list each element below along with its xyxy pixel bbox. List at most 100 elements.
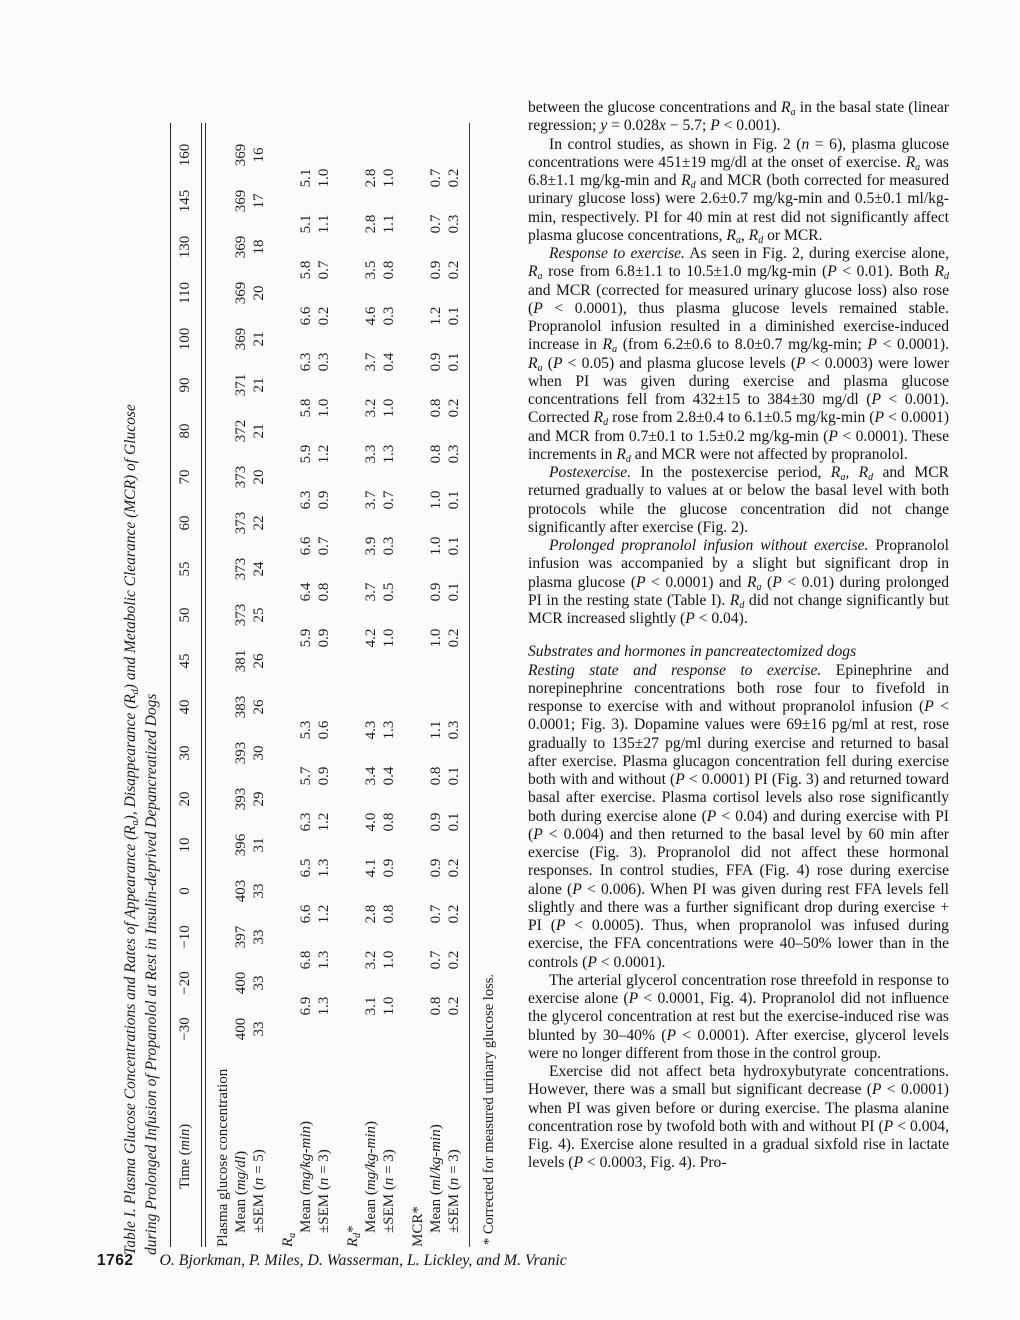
table-cell: 0.2 bbox=[445, 950, 462, 970]
table-cell: 0.8 bbox=[427, 996, 444, 1016]
table-cell: 369 bbox=[232, 281, 249, 305]
table-bottom-rule bbox=[468, 123, 470, 1247]
table-cell: 5.9 bbox=[297, 628, 314, 648]
paragraph: Prolonged propranolol infusion without e… bbox=[528, 537, 950, 627]
table-cell: 396 bbox=[232, 833, 249, 857]
table-cell: 6.6 bbox=[297, 306, 314, 326]
row-label: ±SEM (n = 3) bbox=[445, 1149, 462, 1233]
time-header-cell: 45 bbox=[177, 653, 193, 669]
time-header-cell: −20 bbox=[177, 971, 193, 995]
table-cell: 6.9 bbox=[297, 996, 314, 1016]
table-cell: 1.0 bbox=[380, 996, 397, 1016]
table-cell: 0.8 bbox=[380, 260, 397, 280]
table-cell: 21 bbox=[250, 423, 267, 439]
table-cell: 16 bbox=[250, 147, 267, 163]
table-cell: 0.9 bbox=[427, 582, 444, 602]
table-cell: 0.1 bbox=[445, 352, 462, 372]
table-cell: 0.8 bbox=[427, 398, 444, 418]
time-header-cell: 160 bbox=[177, 143, 193, 167]
time-header-cell: 110 bbox=[177, 282, 193, 304]
table-cell: 0.9 bbox=[427, 812, 444, 832]
paragraph: The arterial glycerol concentration rose… bbox=[528, 971, 950, 1062]
table-cell: 373 bbox=[232, 603, 249, 627]
table-cell: 369 bbox=[232, 143, 249, 167]
paragraph: between the glucose concentrations and R… bbox=[528, 99, 949, 135]
table-cell: 6.4 bbox=[297, 582, 314, 602]
time-header-cell: 50 bbox=[177, 607, 193, 623]
table-cell: 1.2 bbox=[315, 812, 332, 832]
table-cell: 369 bbox=[232, 235, 249, 259]
table-cell: 0.1 bbox=[445, 812, 462, 832]
table-double-rule bbox=[201, 123, 206, 1247]
table-title: Table I. Plasma Glucose Concentrations a… bbox=[120, 107, 162, 1255]
table-cell: 33 bbox=[250, 883, 267, 899]
table-cell bbox=[380, 1029, 398, 1075]
table-cell: 33 bbox=[250, 1021, 267, 1037]
table-cell: 0.2 bbox=[445, 628, 462, 648]
table-row: Mean (mg/kg-min) 3.1 3.2 2.8 4.1 4.0 3.4 4.3 4.2… bbox=[362, 107, 380, 1257]
time-header-cell: 145 bbox=[177, 189, 193, 213]
table-cell: 0.3 bbox=[380, 536, 397, 556]
table-cell: 0.2 bbox=[445, 260, 462, 280]
table-body: Plasma glucose concentration Mean (mg/dl)… bbox=[214, 107, 463, 1257]
table-cell: 0.9 bbox=[427, 352, 444, 372]
table-cell: 3.5 bbox=[362, 260, 379, 280]
table-cell: 26 bbox=[250, 699, 267, 715]
table-title-line-1: Table I. Plasma Glucose Concentrations a… bbox=[122, 404, 141, 1255]
table-cell: 1.0 bbox=[380, 168, 397, 188]
row-label: Mean (mg/dl) bbox=[232, 1150, 249, 1233]
table-cell: 6.8 bbox=[297, 950, 314, 970]
table-cell: 4.2 bbox=[362, 628, 379, 648]
table-rotated: Table I. Plasma Glucose Concentrations a… bbox=[112, 107, 504, 1257]
table-cell: 0.4 bbox=[380, 766, 397, 786]
table-cell: 0.7 bbox=[427, 904, 444, 924]
table-cell: 381 bbox=[232, 649, 249, 673]
table-cell: 25 bbox=[250, 607, 267, 623]
table-cell: 6.3 bbox=[297, 812, 314, 832]
table-cell: 3.7 bbox=[362, 490, 379, 510]
table-cell: 6.6 bbox=[297, 536, 314, 556]
table-cell: 1.0 bbox=[315, 398, 332, 418]
table-cell: 0.1 bbox=[445, 766, 462, 786]
table-cell: 1.3 bbox=[315, 996, 332, 1016]
table-cell bbox=[297, 661, 315, 707]
table-cell bbox=[445, 661, 463, 707]
table-cell: 0.3 bbox=[315, 352, 332, 372]
time-header-cell: 30 bbox=[177, 745, 193, 761]
table-cell: 0.8 bbox=[427, 766, 444, 786]
table-section-row: Ra bbox=[279, 107, 298, 1257]
section-label: Rd* bbox=[344, 1225, 363, 1247]
section-label: Ra bbox=[279, 1232, 298, 1247]
table-row: Mean (mg/kg-min) 6.9 6.8 6.6 6.5 6.3 5.7 5.3 5.9… bbox=[297, 107, 315, 1257]
article-column: between the glucose concentrations and R… bbox=[528, 99, 949, 1173]
table-cell: 1.1 bbox=[427, 720, 444, 740]
table-cell: 0.9 bbox=[315, 766, 332, 786]
table-cell: 0.9 bbox=[380, 858, 397, 878]
table-cell: 0.2 bbox=[445, 168, 462, 188]
table-cell: 0.9 bbox=[315, 628, 332, 648]
table-cell: 0.7 bbox=[427, 214, 444, 234]
table-cell bbox=[445, 1029, 463, 1075]
row-label: Mean (mg/kg-min) bbox=[297, 1120, 314, 1233]
time-header-cell: 80 bbox=[177, 423, 193, 439]
table-cell: 33 bbox=[250, 975, 267, 991]
table-cell: 0.3 bbox=[380, 306, 397, 326]
table-row: ±SEM (n = 3) 1.3 1.3 1.2 1.3 1.2 0.9 0.6 0.9 0.8 0… bbox=[315, 107, 333, 1257]
table-cell: 30 bbox=[250, 745, 267, 761]
table-cell: 1.3 bbox=[380, 720, 397, 740]
table-row: Mean (ml/kg-min) 0.8 0.7 0.7 0.9 0.9 0.8 1.1 1.0… bbox=[427, 107, 445, 1257]
table: Table I. Plasma Glucose Concentrations a… bbox=[120, 107, 498, 1257]
table-cell: 0.7 bbox=[427, 950, 444, 970]
table-cell: 0.9 bbox=[427, 858, 444, 878]
table-cell: 3.3 bbox=[362, 444, 379, 464]
page-footer: 1762 O. Bjorkman, P. Miles, D. Wasserman… bbox=[97, 1252, 567, 1270]
table-cell: 5.8 bbox=[297, 398, 314, 418]
table-cell: 0.8 bbox=[315, 582, 332, 602]
table-cell: 21 bbox=[250, 331, 267, 347]
table-cell: 20 bbox=[250, 285, 267, 301]
table-cell: 0.7 bbox=[427, 168, 444, 188]
table-cell: 2.8 bbox=[362, 214, 379, 234]
table-cell: 1.0 bbox=[315, 168, 332, 188]
paragraph: Resting state and response to exercise. … bbox=[528, 661, 949, 971]
table-cell: 397 bbox=[232, 925, 249, 949]
